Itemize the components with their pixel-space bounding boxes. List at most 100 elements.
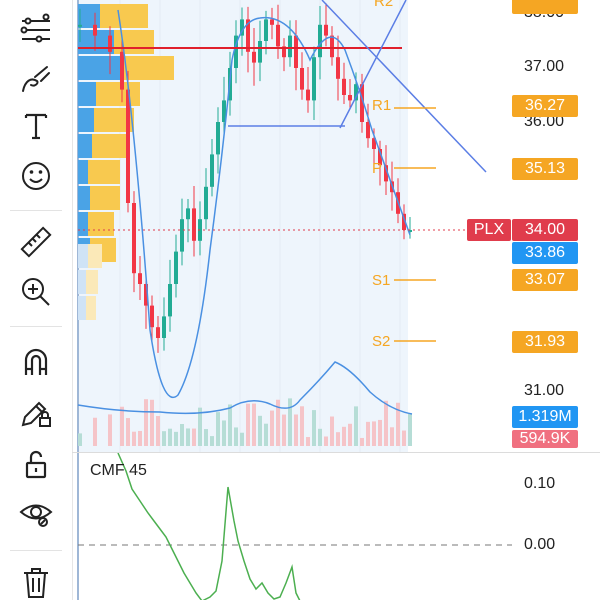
volume-profile-up-bar [78, 82, 96, 106]
candle-body [210, 154, 214, 187]
volume-bar [192, 428, 196, 446]
pivot-r1-label: R1 [372, 97, 392, 114]
eye-icon [19, 504, 53, 527]
volume-profile-up-bar [78, 186, 90, 210]
candle-body [168, 284, 172, 317]
symbol-ticker-badge: PLX [467, 219, 511, 241]
volume-profile-down-bar [88, 212, 114, 236]
magnet-tool-button[interactable] [12, 338, 60, 386]
cmf-axis-label: 0.10 [524, 475, 556, 492]
volume-bar [156, 415, 160, 446]
lock-all-button[interactable] [12, 440, 60, 488]
volume-bar [78, 433, 82, 446]
volume-bar [204, 429, 208, 446]
volume-bar [150, 399, 154, 446]
price-chart-canvas[interactable] [72, 0, 600, 452]
volume-bar [174, 431, 178, 446]
toolbar-divider [10, 326, 62, 327]
volume-profile-down-bar [88, 244, 102, 268]
text-icon [24, 113, 48, 140]
candle-body [402, 213, 406, 230]
volume-bar [120, 406, 124, 446]
emoji-tool-button[interactable] [12, 152, 60, 200]
volume-bar [180, 423, 184, 446]
candle-body [180, 219, 184, 252]
candle-body [306, 89, 310, 101]
candle-body [174, 251, 178, 284]
volume-profile-down-bar [92, 134, 126, 158]
lock-drawings-button[interactable] [12, 388, 60, 436]
pivot-s2-label: S2 [372, 333, 391, 350]
zoom-in-tool-button[interactable] [12, 268, 60, 316]
hide-drawings-button[interactable] [12, 488, 60, 536]
price-axis-label: 37.00 [524, 58, 565, 75]
prev-close-badge: 33.86 [512, 242, 578, 264]
trend-line-icon [20, 13, 50, 43]
volume-profile-down-bar [86, 296, 96, 320]
price-axis-label: 36.00 [524, 113, 565, 130]
pivot-p-price-badge: 35.13 [512, 158, 578, 180]
measure-tool-button[interactable] [12, 218, 60, 266]
candle-body [204, 186, 208, 220]
volume-bar [240, 432, 244, 446]
volume-profile-down-bar [88, 160, 120, 184]
candle-body [216, 122, 220, 155]
candle-body [150, 305, 154, 328]
cmf-indicator-title: CMF 45 [90, 462, 147, 479]
brush-tool-button[interactable] [12, 56, 60, 104]
drawing-toolbar [0, 0, 73, 600]
volume-bar [360, 437, 364, 446]
pivot-s1-price-badge: 33.07 [512, 269, 578, 291]
volume-profile-down-bar [90, 186, 120, 210]
volume-bar [258, 415, 262, 446]
volume-bar [408, 413, 412, 446]
volume-bar [372, 421, 376, 446]
volume-profile-up-bar [78, 212, 88, 236]
volume-bar [312, 410, 316, 446]
candle-body [384, 165, 388, 182]
volume-bar [288, 398, 292, 446]
volume-bar [342, 426, 346, 446]
volume-bar [186, 428, 190, 446]
volume-bar [144, 399, 148, 446]
price-axis-label: 31.00 [524, 382, 565, 399]
candle-body [378, 149, 382, 166]
toolbar-divider [10, 550, 62, 551]
candle-body [252, 51, 256, 63]
ruler-icon [20, 226, 52, 258]
candle-body [408, 230, 412, 232]
candle-body [126, 89, 130, 203]
pivot-s2-price-badge: 31.93 [512, 331, 578, 353]
candle-body [312, 57, 316, 101]
volume-ma-badge: 1.319M [512, 406, 578, 428]
volume-profile-up-bar [78, 270, 86, 294]
volume-bar [336, 432, 340, 446]
remove-drawings-button[interactable] [12, 558, 60, 600]
candle-body [318, 24, 322, 58]
volume-bar [306, 437, 310, 446]
candle-body [360, 84, 364, 122]
cmf-indicator-pane[interactable]: 0.10 0.00 [72, 452, 600, 600]
candle-body [276, 24, 280, 47]
unlock-icon [25, 450, 47, 479]
volume-bar [300, 406, 304, 446]
candle-body [120, 51, 124, 90]
volume-profile-down-bar [114, 30, 154, 54]
pivot-r2-label: R2 [374, 0, 394, 10]
cmf-chart-canvas[interactable] [72, 453, 600, 600]
volume-bar [402, 430, 406, 446]
volume-bar [294, 414, 298, 446]
last-price-badge: 34.00 [512, 219, 578, 241]
candle-body [78, 24, 82, 27]
candle-body [330, 35, 334, 58]
volume-bar [270, 410, 274, 446]
volume-profile-up-bar [78, 160, 88, 184]
trend-line-tool-button[interactable] [12, 6, 60, 54]
price-chart-pane[interactable]: 38.00 37.00 36.00 31.00 R2 R1 P S1 S2 [72, 0, 600, 452]
text-tool-button[interactable] [12, 102, 60, 150]
volume-bar [384, 400, 388, 446]
volume-profile-up-bar [78, 4, 100, 28]
volume-bar [126, 418, 130, 446]
volume-bar [330, 416, 334, 446]
candle-body [288, 35, 292, 58]
